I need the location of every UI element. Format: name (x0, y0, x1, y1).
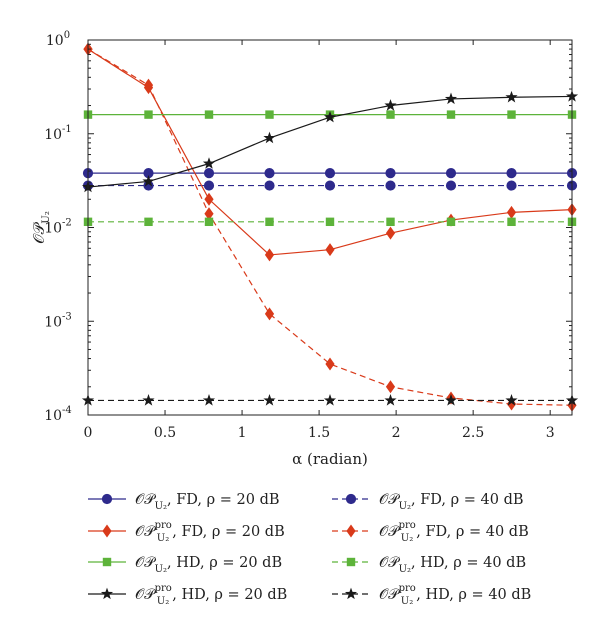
legend-marker (346, 557, 356, 567)
legend-marker (346, 524, 356, 538)
series-2 (82, 180, 578, 191)
x-tick-label: 2 (392, 425, 401, 441)
series-4-point (143, 78, 154, 92)
legend-entry-5: 𝒪𝒫U₂, HD, ρ = 20 dB (88, 555, 282, 575)
series-5-point (386, 110, 395, 119)
legend-label: 𝒪𝒫U₂, FD, ρ = 40 dB (379, 492, 524, 512)
x-tick-label: 1 (238, 425, 247, 441)
series-1-point (445, 168, 457, 179)
y-tick-label: 10-3 (44, 311, 72, 330)
series-2-point (203, 180, 215, 191)
legend-label: 𝒪𝒫pro U₂, HD, ρ = 20 dB (135, 583, 287, 607)
x-tick-label: 0 (84, 425, 93, 441)
series-8 (81, 394, 579, 406)
series-8-point (444, 394, 458, 406)
series-1 (82, 168, 578, 179)
legend-entry-8: 𝒪𝒫pro U₂, HD, ρ = 40 dB (332, 583, 531, 607)
legend-marker (344, 587, 358, 600)
series-3-point (385, 226, 396, 240)
legend-entry-3: 𝒪𝒫pro U₂, FD, ρ = 20 dB (88, 520, 285, 544)
series-6 (83, 217, 577, 227)
legend: 𝒪𝒫U₂, FD, ρ = 20 dB 𝒪𝒫U₂, FD, ρ = 40 dB 𝒪𝒫… (88, 492, 531, 607)
y-tick-label: 10-1 (44, 124, 72, 143)
legend-label: 𝒪𝒫U₂, FD, ρ = 20 dB (135, 492, 280, 512)
series-6-point (507, 217, 516, 227)
x-tick-label: 0.5 (154, 425, 176, 441)
series-2-point (324, 180, 336, 191)
series-4-point (385, 380, 396, 394)
y-tick-label: 10-4 (44, 405, 72, 424)
series-6-point (265, 217, 274, 227)
series-3-point (204, 192, 214, 206)
series-2-point (264, 180, 275, 191)
legend-entry-1: 𝒪𝒫U₂, FD, ρ = 20 dB (88, 492, 280, 512)
series-6-point (386, 217, 395, 227)
series-6-point (325, 217, 335, 227)
series-7-point (142, 175, 155, 187)
series-5-point (507, 110, 516, 119)
series-4-line (87, 48, 573, 406)
y-tick-label: 100 (46, 30, 70, 49)
series-6-point (204, 217, 214, 227)
series-4-point (325, 357, 335, 371)
series-7-point (323, 110, 337, 123)
x-tick-label: 3 (546, 425, 555, 441)
legend-entry-7: 𝒪𝒫pro U₂, HD, ρ = 20 dB (88, 583, 287, 607)
legend-marker (345, 493, 357, 505)
series-1-point (324, 168, 336, 179)
series-1-point (385, 168, 396, 179)
series-6-point (144, 217, 153, 227)
legend-marker (102, 557, 112, 567)
series-1-point (264, 168, 275, 179)
series-5-point (204, 110, 214, 119)
series-3-point (506, 205, 517, 219)
series-2-point (506, 180, 517, 191)
legend-label: 𝒪𝒫U₂, HD, ρ = 20 dB (135, 555, 282, 575)
legend-label: 𝒪𝒫pro U₂, FD, ρ = 20 dB (135, 520, 285, 544)
series-5-point (446, 110, 456, 119)
plot-area (81, 42, 579, 412)
legend-entry-2: 𝒪𝒫U₂, FD, ρ = 40 dB (332, 492, 524, 512)
legend-marker (101, 493, 113, 505)
legend-label: 𝒪𝒫pro U₂, HD, ρ = 40 dB (379, 583, 531, 607)
series-7-point (505, 90, 518, 103)
series-4-point (204, 207, 214, 221)
series-2-point (445, 180, 457, 191)
x-tick-label: 1.5 (308, 425, 330, 441)
series-8-point (142, 394, 155, 406)
series-5-point (265, 110, 274, 119)
legend-entry-4: 𝒪𝒫pro U₂, FD, ρ = 40 dB (332, 520, 529, 544)
legend-marker (100, 587, 114, 600)
series-8-point (263, 394, 276, 406)
series-3-point (325, 243, 335, 257)
series-1-point (203, 168, 215, 179)
legend-marker (102, 524, 112, 538)
series-8-point (202, 394, 216, 406)
series-7-point (384, 99, 397, 111)
series-3 (83, 42, 577, 262)
series-3-point (264, 248, 275, 262)
legend-entry-6: 𝒪𝒫U₂, HD, ρ = 40 dB (332, 555, 526, 575)
series-8-point (384, 394, 397, 406)
series-8-point (505, 394, 518, 406)
series-4-point (264, 307, 275, 321)
series-1-point (506, 168, 517, 179)
legend-label: 𝒪𝒫U₂, HD, ρ = 40 dB (379, 555, 526, 575)
x-axis-label: α (radian) (292, 450, 368, 468)
series-7-point (263, 131, 276, 144)
series-7-point (202, 157, 216, 169)
series-6-point (446, 217, 456, 227)
legend-label: 𝒪𝒫pro U₂, FD, ρ = 40 dB (379, 520, 529, 544)
series-5-point (144, 110, 153, 119)
x-tick-label: 2.5 (462, 425, 484, 441)
series-7-point (444, 92, 458, 105)
series-8-point (323, 394, 337, 406)
series-2-point (385, 180, 396, 191)
